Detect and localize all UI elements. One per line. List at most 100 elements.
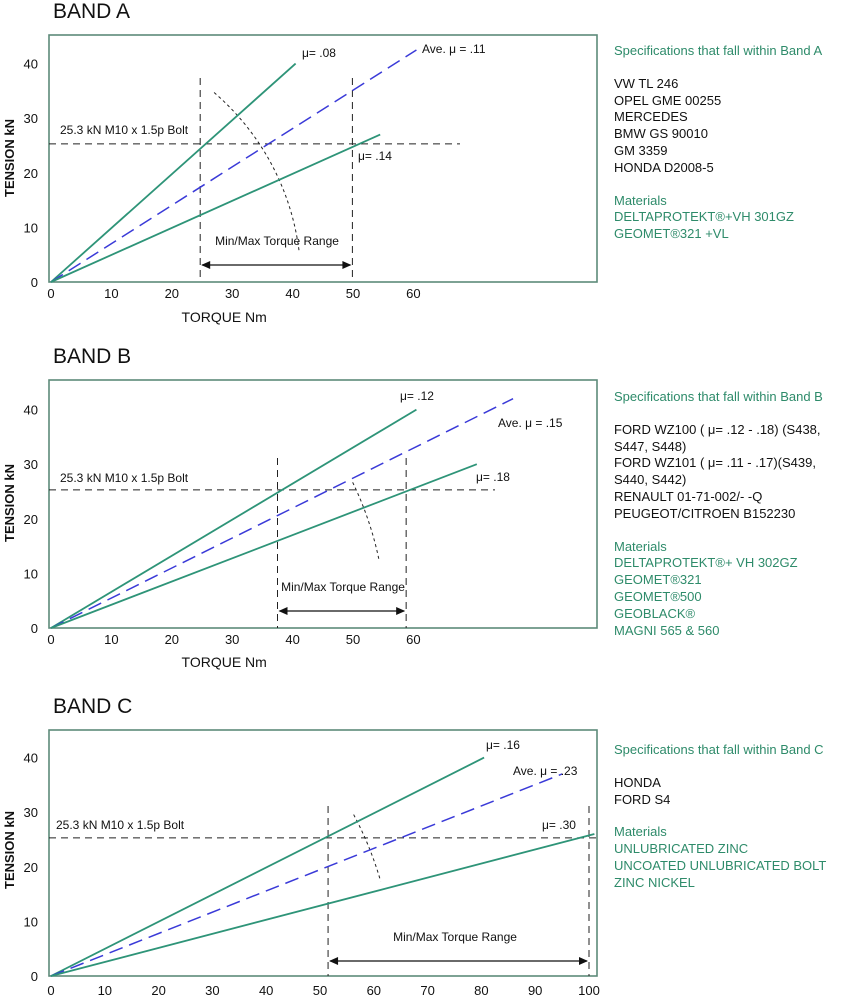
spec-item: FORD S4 <box>614 791 671 807</box>
x-tick-label: 30 <box>205 983 219 998</box>
reference-line-label: 25.3 kN M10 x 1.5p Bolt <box>60 471 189 485</box>
y-axis-label: TENSION kN <box>2 119 17 197</box>
series-label: μ= .12 <box>400 389 434 403</box>
torque-range-arrowhead-left <box>278 607 288 615</box>
reference-line-label: 25.3 kN M10 x 1.5p Bolt <box>60 123 189 137</box>
band-b-title: BAND B <box>53 345 132 368</box>
spec-item: S440, S442) <box>614 472 687 488</box>
y-tick-label: 10 <box>24 914 38 929</box>
y-tick-label: 30 <box>24 111 38 126</box>
material-item: DELTAPROTEKT®+VH 301GZ <box>614 209 794 225</box>
band-c-title: BAND C <box>53 695 133 718</box>
band-c-spec-panel: Specifications that fall within Band C H… <box>614 742 839 892</box>
series-line--30 <box>50 833 595 977</box>
x-tick-label: 20 <box>165 632 179 647</box>
y-tick-label: 40 <box>24 403 38 418</box>
band-c-spec-heading: Specifications that fall within Band C <box>614 742 824 757</box>
torque-range-label: Min/Max Torque Range <box>281 580 405 594</box>
series-label: Ave. μ = .15 <box>498 416 563 430</box>
x-tick-label: 60 <box>406 286 420 301</box>
x-tick-label: 10 <box>104 286 118 301</box>
material-item: GEOMET®321 +VL <box>614 226 729 242</box>
material-item: GEOMET®321 <box>614 572 702 588</box>
x-tick-label: 40 <box>259 983 273 998</box>
x-tick-label: 20 <box>165 286 179 301</box>
material-item: ZINC NICKEL <box>614 874 695 890</box>
x-tick-label: 0 <box>47 983 54 998</box>
series-line--14 <box>50 133 381 283</box>
torque-range-arrowhead-right <box>342 261 352 269</box>
material-item: UNLUBRICATED ZINC <box>614 841 749 857</box>
band-a-title: BAND A <box>53 0 131 23</box>
x-tick-label: 10 <box>98 983 112 998</box>
band-b-materials-heading: Materials <box>614 538 667 554</box>
material-item: GEOBLACK® <box>614 605 696 621</box>
material-item: GEOMET®500 <box>614 588 702 604</box>
y-axis-label: TENSION kN <box>2 811 17 889</box>
x-tick-label: 30 <box>225 632 239 647</box>
band-a-spec-panel: Specifications that fall within Band A V… <box>614 43 839 243</box>
spec-item: FORD WZ100 ( μ= .12 - .18) (S438, <box>614 421 821 437</box>
material-item: UNCOATED UNLUBRICATED BOLT <box>614 857 827 873</box>
x-axis-label: TORQUE Nm <box>182 654 267 670</box>
material-item: DELTAPROTEKT®+ VH 302GZ <box>614 555 798 571</box>
x-tick-label: 0 <box>47 286 54 301</box>
band-b-spec-panel: Specifications that fall within Band B F… <box>614 389 839 639</box>
series-line-ave-15 <box>50 398 514 629</box>
torque-range-arrowhead-right <box>396 607 406 615</box>
friction-angle-arc <box>353 814 382 882</box>
spec-item: HONDA D2008-5 <box>614 159 714 175</box>
y-tick-label: 40 <box>24 57 38 72</box>
series-label: Ave. μ = .11 <box>422 42 486 56</box>
x-tick-label: 40 <box>285 286 299 301</box>
series-line-ave-23 <box>50 773 563 977</box>
series-label: μ= .08 <box>302 46 336 60</box>
x-axis-label: TORQUE Nm <box>182 309 267 325</box>
spec-item: VW TL 246 <box>614 75 679 91</box>
x-tick-label: 40 <box>285 632 299 647</box>
y-tick-label: 20 <box>24 166 38 181</box>
y-tick-label: 10 <box>24 566 38 581</box>
torque-range-arrowhead-left <box>329 957 339 965</box>
series-label: μ= .30 <box>542 818 576 832</box>
spec-item: BMW GS 90010 <box>614 126 708 142</box>
x-tick-label: 20 <box>151 983 165 998</box>
y-tick-label: 20 <box>24 860 38 875</box>
x-tick-label: 30 <box>225 286 239 301</box>
band-b-spec-heading: Specifications that fall within Band B <box>614 389 823 404</box>
series-label: μ= .18 <box>476 470 510 484</box>
band-a-materials-heading: Materials <box>614 192 667 208</box>
spec-item: HONDA <box>614 774 661 790</box>
series-line-ave-11 <box>50 49 417 283</box>
y-tick-label: 10 <box>24 220 38 235</box>
series-label: μ= .14 <box>358 149 392 163</box>
series-label: Ave. μ = .23 <box>513 764 578 778</box>
y-axis-label: TENSION kN <box>2 464 17 542</box>
x-tick-label: 50 <box>346 632 360 647</box>
torque-range-arrowhead-right <box>579 957 588 965</box>
spec-item: FORD WZ101 ( μ= .11 - .17)(S439, <box>614 455 816 471</box>
y-tick-label: 40 <box>24 751 38 766</box>
x-tick-label: 90 <box>528 983 542 998</box>
plot-frame <box>48 379 598 629</box>
spec-item: MERCEDES <box>614 109 688 125</box>
x-tick-label: 0 <box>47 632 54 647</box>
spec-item: PEUGEOT/CITROEN B152230 <box>614 505 796 521</box>
x-tick-label: 60 <box>406 632 420 647</box>
friction-angle-arc <box>352 482 380 562</box>
x-tick-label: 60 <box>367 983 381 998</box>
x-tick-label: 50 <box>346 286 360 301</box>
y-tick-label: 0 <box>31 275 38 290</box>
y-tick-label: 20 <box>24 512 38 527</box>
reference-line-label: 25.3 kN M10 x 1.5p Bolt <box>56 818 185 832</box>
series-line--16 <box>50 756 485 977</box>
y-tick-label: 30 <box>24 457 38 472</box>
x-tick-label: 50 <box>313 983 327 998</box>
y-tick-label: 30 <box>24 805 38 820</box>
y-tick-label: 0 <box>31 969 38 984</box>
band-c-materials-heading: Materials <box>614 824 667 840</box>
spec-item: OPEL GME 00255 <box>614 92 722 108</box>
torque-range-arrowhead-left <box>201 261 211 269</box>
series-line--08 <box>50 62 297 283</box>
